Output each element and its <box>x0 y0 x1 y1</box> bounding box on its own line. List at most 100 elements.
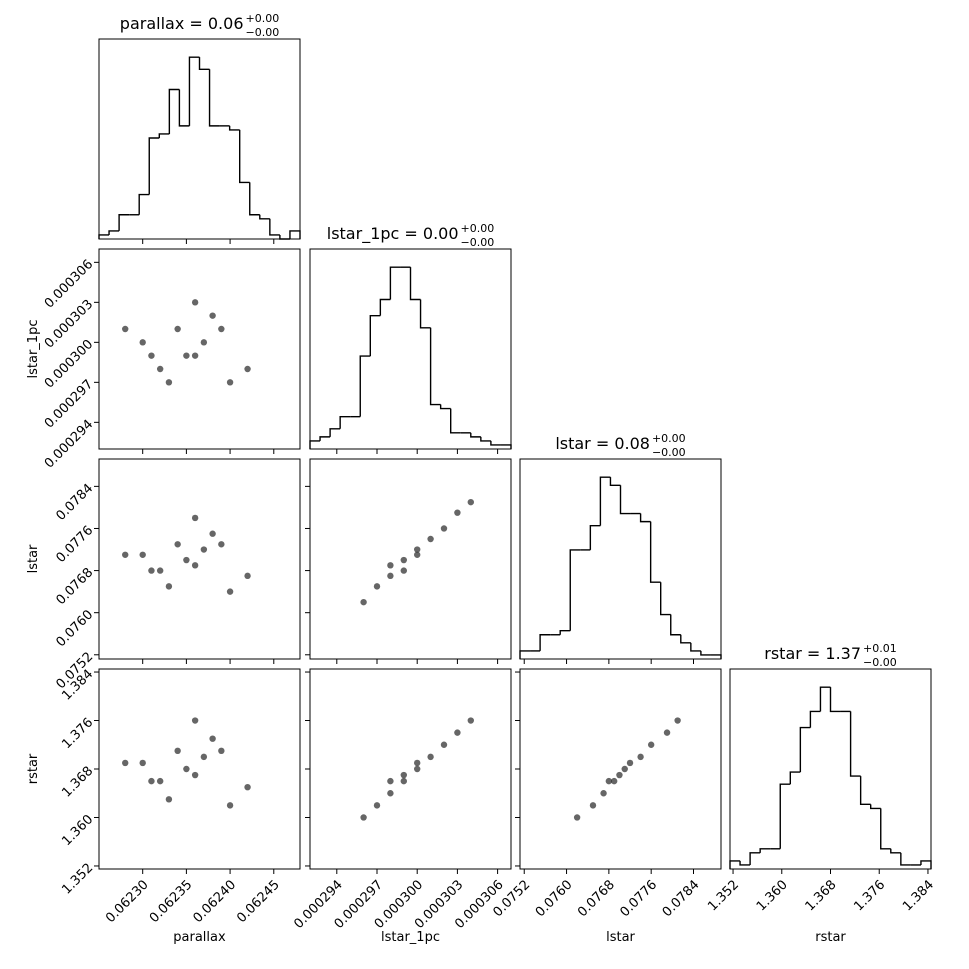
histogram-step <box>289 230 301 239</box>
sample-point <box>122 551 129 558</box>
sample-point <box>387 562 394 569</box>
y-axis-label: lstar_1pc <box>26 320 41 379</box>
title-sub: −0.00 <box>652 446 686 459</box>
sample-point <box>183 352 190 359</box>
histogram-step <box>809 710 821 728</box>
sample-point <box>191 514 199 522</box>
sample-point <box>400 771 407 779</box>
histogram-step <box>589 524 601 550</box>
sample-point <box>400 556 407 564</box>
title-sup: +0.00 <box>652 432 686 445</box>
histogram-step <box>539 634 551 651</box>
sample-point <box>218 541 225 548</box>
histogram-step <box>609 477 621 486</box>
histogram-step <box>690 642 701 652</box>
histogram-step <box>450 408 461 434</box>
sample-point <box>427 753 434 761</box>
sample-point <box>637 753 644 761</box>
x-tick-label: 0.0760 <box>533 877 576 920</box>
histogram-step <box>228 125 240 131</box>
histogram-step <box>309 440 321 449</box>
histogram-step <box>369 314 381 357</box>
histogram-step <box>500 444 512 449</box>
sample-point <box>605 777 613 785</box>
sample-point <box>174 541 181 548</box>
histogram-step <box>829 687 841 713</box>
histogram-step <box>319 436 331 441</box>
x-axis-label: lstar <box>606 930 635 945</box>
sample-point <box>156 777 164 785</box>
sample-point <box>218 325 225 333</box>
sample-point <box>647 741 655 748</box>
panel-frame <box>309 668 512 870</box>
histogram-step <box>739 860 751 866</box>
sample-point <box>440 741 448 748</box>
histogram-step <box>779 783 791 849</box>
sample-point <box>218 747 225 755</box>
histogram-step <box>519 650 531 659</box>
sample-point <box>183 556 190 564</box>
histogram-step <box>849 711 861 777</box>
histogram-step <box>98 234 110 239</box>
x-tick-label: 1.384 <box>900 877 937 914</box>
histogram-step <box>490 440 501 446</box>
histogram-step <box>188 56 200 126</box>
histogram-step <box>870 804 881 810</box>
y-tick-label: 0.0776 <box>54 523 97 566</box>
sample-point <box>400 567 407 574</box>
panel-frame <box>98 38 301 240</box>
histogram-step <box>639 513 651 523</box>
sample-point <box>209 312 216 319</box>
sample-point <box>674 717 681 724</box>
sample-point <box>387 790 394 797</box>
sample-point <box>209 530 216 537</box>
histogram-step <box>279 234 290 240</box>
panel-frame <box>519 668 722 870</box>
title-sub: −0.00 <box>863 656 897 669</box>
sample-point <box>400 777 407 785</box>
sample-point <box>467 498 474 506</box>
y-tick-label: 1.368 <box>59 764 96 801</box>
panel-frame <box>98 248 301 450</box>
histogram-step <box>710 654 722 659</box>
histogram-step <box>619 485 631 515</box>
sample-point <box>226 802 234 809</box>
title-sub: −0.00 <box>246 26 280 39</box>
sample-point <box>200 546 208 553</box>
histogram-step <box>429 327 441 406</box>
histogram-step <box>178 89 190 127</box>
histogram-step <box>419 299 431 329</box>
sample-point <box>122 759 129 767</box>
histogram-step <box>880 808 891 850</box>
x-tick-label: 0.0768 <box>575 877 618 920</box>
histogram-step <box>789 771 801 785</box>
histogram-step <box>900 852 911 866</box>
sample-point <box>244 572 251 580</box>
histogram-step <box>108 230 120 235</box>
title-sup: +0.00 <box>461 222 495 235</box>
sample-point <box>183 765 190 773</box>
x-axis-label: lstar_1pc <box>381 930 440 945</box>
sample-point <box>165 583 173 590</box>
panel-frame <box>309 248 512 450</box>
sample-point <box>387 572 394 580</box>
sample-point <box>244 783 251 791</box>
histogram-step <box>249 182 260 216</box>
histogram-step <box>138 193 150 215</box>
sample-point <box>148 567 155 574</box>
histogram-step <box>470 432 481 438</box>
histogram-step <box>239 129 250 184</box>
sample-point <box>139 759 146 767</box>
x-tick-label: 0.06245 <box>234 877 283 926</box>
histogram-step <box>700 650 711 656</box>
sample-point <box>209 735 216 742</box>
sample-point <box>360 598 367 606</box>
histogram-step <box>480 436 491 442</box>
panel-title: parallax = 0.06 <box>120 14 244 33</box>
title-sup: +0.01 <box>863 642 897 655</box>
sample-point <box>414 551 421 558</box>
x-tick-label: 1.360 <box>754 877 791 914</box>
histogram-step <box>259 214 270 220</box>
sample-point <box>156 567 164 574</box>
